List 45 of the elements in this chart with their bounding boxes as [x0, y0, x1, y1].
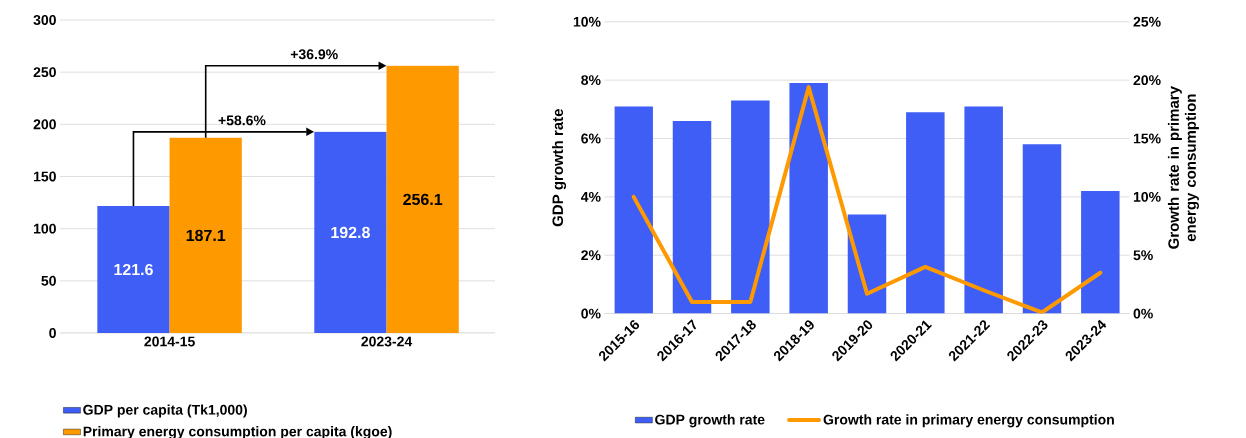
data-label: 256.1	[403, 193, 443, 206]
y2-axis-title: Growth rate in primary energy consumption	[1167, 86, 1199, 249]
y-tick-label: 200	[33, 119, 56, 130]
y-tick-label: 250	[33, 67, 56, 78]
y-tick-label: 0	[49, 328, 56, 338]
legend-label: Growth rate in primary energy consumption	[823, 414, 1114, 428]
y-tick-label: 2%	[581, 250, 601, 261]
y-tick-label: 10%	[573, 16, 601, 27]
bar	[386, 65, 459, 333]
y2-tick-label: 5%	[1133, 250, 1153, 261]
y-tick-label: 100	[34, 223, 56, 234]
bar	[169, 137, 242, 333]
bar	[97, 206, 170, 333]
y-tick-label: 4%	[580, 191, 601, 202]
y2-tick-label: 0%	[1133, 308, 1153, 319]
bar	[906, 112, 945, 314]
line-series	[631, 85, 1103, 314]
y2-tick-label: 15%	[1133, 133, 1161, 144]
annotation: +36.9%	[290, 49, 338, 60]
bar	[964, 106, 1003, 314]
y2-tick-label: 25%	[1133, 16, 1161, 27]
y-tick-label: 50	[41, 275, 56, 286]
y-axis-title: GDP growth rate	[552, 109, 567, 227]
annotation: +58.6%	[218, 115, 266, 126]
y-tick-label: 0%	[581, 308, 601, 319]
bar	[1081, 191, 1120, 314]
y2-tick-label: 20%	[1133, 75, 1161, 86]
bar	[731, 100, 770, 314]
data-label: 187.1	[186, 229, 226, 242]
legend-label: GDP per capita (Tk1,000)	[83, 404, 247, 418]
bar	[789, 83, 828, 314]
y-tick-label: 6%	[581, 133, 601, 144]
y-tick-label: 300	[33, 15, 56, 25]
x-tick-label: 2014-15	[144, 336, 195, 347]
bar	[614, 106, 653, 314]
bar	[1022, 144, 1062, 314]
legend-label: GDP growth rate	[655, 414, 765, 428]
bar	[314, 131, 387, 333]
x-tick-label: 2023-24	[361, 336, 413, 347]
y2-tick-label: 10%	[1133, 191, 1161, 202]
data-label: 192.8	[331, 226, 370, 239]
y-tick-label: 150	[34, 171, 56, 182]
y-tick-label: 8%	[581, 75, 601, 86]
data-label: 121.6	[114, 263, 153, 276]
bar	[672, 121, 712, 314]
